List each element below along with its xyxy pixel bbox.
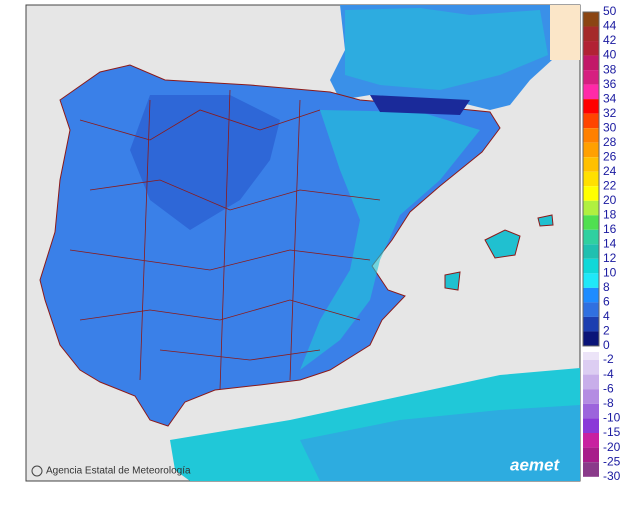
colorbar-label: 24 — [603, 164, 617, 178]
colorbar-label: 32 — [603, 106, 617, 120]
copyright-icon — [31, 465, 43, 477]
colorbar-label: 2 — [603, 324, 610, 338]
colorbar-bin — [583, 418, 599, 433]
colorbar-bin — [583, 244, 599, 259]
colorbar-bin — [583, 374, 599, 390]
colorbar-label: -20 — [603, 440, 621, 454]
island — [484, 229, 521, 259]
colorbar-label: 36 — [603, 77, 617, 91]
colorbar-bin — [583, 316, 599, 332]
island — [537, 214, 554, 227]
colorbar-bin — [583, 352, 599, 360]
colorbar-bin — [583, 142, 599, 158]
colorbar-bin — [583, 215, 599, 230]
africa-cool — [300, 405, 580, 481]
colorbar-bin — [583, 389, 599, 404]
logo: aemet — [510, 455, 560, 474]
colorbar-label: 26 — [603, 149, 617, 163]
colorbar-bin — [583, 171, 599, 187]
colorbar-label: 16 — [603, 222, 617, 236]
colorbar-bin — [583, 26, 599, 42]
colorbar-bin — [583, 462, 599, 477]
borders — [69, 89, 381, 391]
colorbar-label: -6 — [603, 381, 614, 395]
colorbar-bin — [583, 403, 599, 419]
colorbar-label: 20 — [603, 193, 617, 207]
pyrenees — [370, 95, 470, 115]
colorbar-bin — [583, 273, 599, 288]
colorbar-label: -15 — [603, 425, 621, 439]
colorbar-label: -30 — [603, 469, 621, 483]
colorbar-label: 28 — [603, 135, 617, 149]
colorbar-bin — [583, 331, 599, 346]
colorbar-bin — [583, 229, 599, 245]
meseta-cold — [130, 95, 280, 230]
coast-warm — [300, 110, 480, 370]
colorbar-bin — [583, 99, 599, 114]
colorbar-label: 6 — [603, 295, 610, 309]
colorbar-bin — [583, 360, 599, 375]
colorbar-label: 4 — [603, 309, 610, 323]
colorbar-label: 18 — [603, 207, 617, 221]
colorbar-bin — [583, 200, 599, 216]
colorbar-label: 14 — [603, 236, 617, 250]
colorbar-label: 44 — [603, 19, 617, 33]
colorbar-bin — [583, 128, 599, 143]
credit: Agencia Estatal de Meteorología — [46, 466, 191, 477]
colorbar-label: 30 — [603, 120, 617, 134]
colorbar-bin — [583, 41, 599, 56]
colorbar-bin — [583, 447, 599, 463]
colorbar-bin — [583, 287, 599, 303]
colorbar-bin — [583, 70, 599, 85]
colorbar-label: 38 — [603, 62, 617, 76]
colorbar-bin — [583, 258, 599, 274]
colorbar-label: 12 — [603, 251, 617, 265]
island — [444, 271, 461, 291]
colorbar-bin — [583, 186, 599, 201]
colorbar-bin — [583, 55, 599, 71]
colorbar-label: 22 — [603, 178, 617, 192]
france-warm — [345, 8, 548, 90]
colorbar-frame — [582, 11, 600, 347]
colorbar-bin — [583, 433, 599, 448]
colorbar-bin — [583, 84, 599, 100]
colorbar-label: -4 — [603, 367, 614, 381]
colorbar-label: -25 — [603, 454, 621, 468]
colorbar-bin — [583, 157, 599, 172]
colorbar-label: 50 — [603, 4, 617, 18]
colorbar-label: 8 — [603, 280, 610, 294]
colorbar-label: 40 — [603, 48, 617, 62]
colorbar-label: -8 — [603, 396, 614, 410]
colorbar: 5044424038363432302826242220181614121086… — [582, 4, 621, 483]
colorbar-label: 10 — [603, 266, 617, 280]
colorbar-label: -2 — [603, 352, 614, 366]
colorbar-bin — [583, 12, 599, 27]
colorbar-label: -10 — [603, 411, 621, 425]
colorbar-label: 0 — [603, 338, 610, 352]
colorbar-label: 34 — [603, 91, 617, 105]
colorbar-bin — [583, 113, 599, 129]
colorbar-label: 42 — [603, 33, 617, 47]
land-edge — [550, 5, 580, 60]
colorbar-bin — [583, 302, 599, 317]
